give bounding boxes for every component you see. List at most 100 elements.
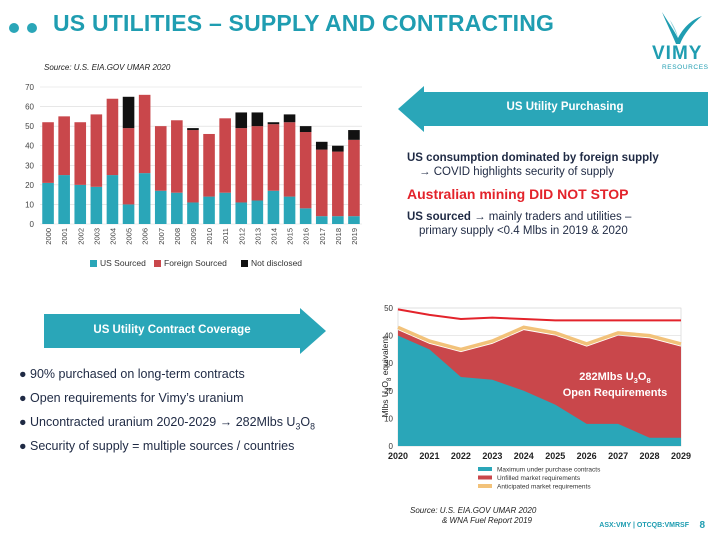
purchasing-red-heading: Australian mining DID NOT STOP — [407, 186, 629, 202]
left-y-tick-label: 20 — [25, 181, 34, 190]
right-x-tick-label: 2022 — [451, 451, 471, 461]
left-x-tick-label: 2006 — [141, 228, 150, 245]
left-bar-segment — [251, 112, 264, 127]
contract-banner-label: US Utility Contract Coverage — [93, 324, 251, 336]
contract-bullet-1: ● 90% purchased on long-term contracts — [19, 367, 245, 381]
right-y-axis-title: Mlbs U3O8 equivalent — [380, 336, 393, 418]
left-bar-segment — [138, 173, 151, 224]
right-x-tick-label: 2020 — [388, 451, 408, 461]
left-legend-label: Foreign Sourced — [164, 258, 227, 268]
right-y-tick-label: 10 — [384, 414, 393, 423]
left-bar-segment — [235, 128, 248, 203]
left-bar-chart: 0 10 20 30 40 50 60 70 2000 2001 2002 2003 2004 2005 2… — [25, 83, 362, 268]
contracted-supply-area — [398, 335, 681, 446]
right-legend-swatch — [478, 475, 492, 480]
page-number: 8 — [699, 520, 705, 531]
left-bar-segment — [106, 175, 119, 224]
left-x-tick-label: 2002 — [76, 228, 85, 245]
right-legend-label: Anticipated market requirements — [497, 484, 591, 491]
left-x-tick-label: 2010 — [205, 228, 214, 245]
right-x-tick-label: 2029 — [671, 451, 691, 461]
left-bar-segment — [171, 192, 183, 224]
left-x-tick-label: 2017 — [318, 228, 327, 245]
left-bar-segment — [332, 151, 344, 217]
left-x-tick-label: 2000 — [44, 228, 53, 245]
right-chart-source-1: Source: U.S. EIA.GOV UMAR 2020 — [410, 506, 537, 515]
right-x-tick-label: 2028 — [640, 451, 660, 461]
right-x-tick-label: 2024 — [514, 451, 534, 461]
left-chart-source: Source: U.S. EIA.GOV UMAR 2020 — [44, 63, 171, 72]
left-bar-segment — [332, 145, 344, 152]
left-bar-segment — [348, 139, 360, 217]
left-bar-segment — [267, 190, 280, 224]
left-x-tick-label: 2004 — [108, 228, 117, 245]
purchasing-line-1: US consumption dominated by foreign supp… — [407, 152, 659, 164]
left-bar-segment — [187, 130, 199, 203]
left-x-tick-label: 2003 — [92, 228, 101, 245]
left-bar-segment — [74, 122, 87, 185]
anticipated-requirements-line — [397, 325, 682, 352]
left-x-tick-label: 2019 — [350, 228, 359, 245]
left-bar-segment — [203, 133, 215, 197]
left-bar-segment — [122, 204, 135, 224]
left-bar-segment — [219, 118, 231, 193]
left-bar-segment — [283, 122, 296, 197]
right-y-tick-label: 20 — [384, 387, 393, 396]
footer-tickers: ASX:VMY | OTCQB:VMRSF — [599, 522, 689, 529]
left-bar-segment — [251, 200, 264, 224]
right-x-tick-label: 2021 — [419, 451, 439, 461]
contract-banner-arrow — [44, 308, 326, 354]
right-x-tick-label: 2026 — [577, 451, 597, 461]
left-bar-segment — [267, 122, 280, 125]
left-bar-segment — [283, 196, 296, 224]
left-bar-segment — [42, 122, 54, 183]
left-x-tick-label: 2001 — [60, 228, 69, 245]
right-legend-swatch — [478, 484, 492, 488]
left-legend-label: US Sourced — [100, 258, 146, 268]
left-bar-segment — [283, 114, 296, 123]
right-legend-swatch — [478, 467, 492, 471]
left-x-tick-label: 2011 — [221, 228, 230, 244]
left-y-tick-label: 70 — [25, 83, 34, 92]
header-dot-1 — [9, 23, 19, 33]
left-bar-segment — [251, 126, 264, 201]
right-legend-label: Maximum under purchase contracts — [497, 467, 601, 474]
left-bar-segment — [106, 98, 119, 176]
left-bar-segment — [267, 124, 280, 191]
right-y-tick-label: 0 — [389, 442, 394, 451]
left-bar-segment — [187, 202, 199, 224]
left-bar-segment — [235, 202, 248, 224]
left-bar-segment — [42, 182, 54, 224]
left-x-tick-label: 2015 — [286, 228, 295, 245]
purchasing-line-3-bold: US sourced — [407, 211, 471, 223]
left-bar-segment — [187, 128, 199, 131]
header-dot-2 — [27, 23, 37, 33]
right-y-tick-label: 30 — [384, 359, 393, 368]
left-bar-segment — [299, 132, 312, 209]
right-area-chart: 0 10 20 30 40 50 2020 2021 2022 2023 2024 2025 2026 2… — [380, 304, 691, 491]
right-y-tick-label: 40 — [384, 332, 393, 341]
vimy-logo-icon — [662, 12, 702, 44]
contract-bullet-3: ● Uncontracted uranium 2020-2029 → 282Ml… — [19, 415, 315, 432]
total-requirements-line — [397, 308, 681, 322]
left-bar-segment — [154, 190, 167, 224]
left-bar-segment — [90, 114, 103, 187]
left-bar-segment — [299, 208, 312, 224]
right-y-tick-label: 50 — [384, 304, 393, 313]
left-x-tick-label: 2018 — [334, 228, 343, 245]
left-x-tick-label: 2013 — [253, 228, 262, 245]
left-x-tick-label: 2014 — [269, 228, 278, 245]
open-requirements-annotation: 282Mlbs U3O8 Open Requirements — [540, 371, 690, 400]
vimy-logo: VIMY RESOURCES — [640, 8, 715, 78]
purchasing-line-3: US sourced → mainly traders and utilitie… — [407, 211, 631, 223]
annotation-line-2: Open Requirements — [562, 387, 668, 400]
right-x-tick-label: 2023 — [482, 451, 502, 461]
purchasing-banner-label: US Utility Purchasing — [506, 101, 624, 113]
left-bar-segment — [122, 96, 135, 129]
left-bar-segment — [171, 120, 183, 193]
left-y-tick-label: 0 — [30, 220, 35, 229]
left-bar-segment — [203, 196, 215, 224]
left-bar-segment — [315, 149, 328, 217]
left-bar-segment — [58, 116, 70, 176]
right-x-tick-label: 2027 — [608, 451, 628, 461]
